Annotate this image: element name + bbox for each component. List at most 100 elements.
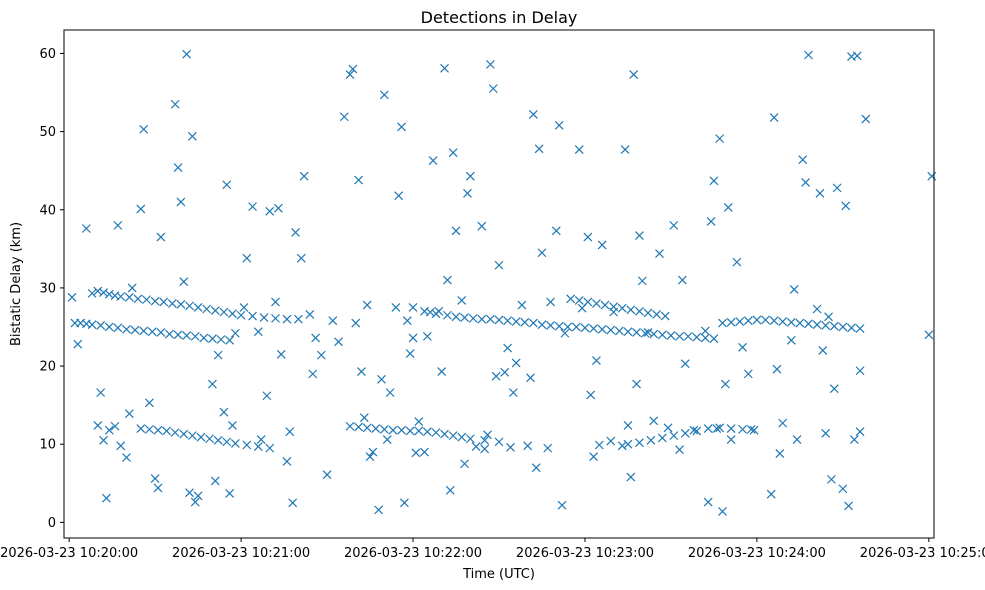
data-point <box>703 424 713 434</box>
data-point <box>746 424 756 434</box>
data-point <box>680 428 690 438</box>
data-point <box>445 485 455 495</box>
data-point <box>480 435 490 445</box>
data-point <box>402 316 412 326</box>
data-point <box>660 311 670 321</box>
data-point <box>726 317 736 327</box>
data-point <box>769 316 779 326</box>
data-point <box>465 171 475 181</box>
data-point <box>769 113 779 122</box>
data-point <box>571 322 581 332</box>
x-tick-label: 2026-03-23 10:20:00 <box>0 546 138 561</box>
data-point <box>617 303 627 313</box>
data-point <box>133 294 143 304</box>
data-point <box>156 328 166 337</box>
data-point <box>715 134 725 144</box>
data-point <box>397 122 406 132</box>
data-point <box>139 326 149 336</box>
data-point <box>242 253 252 263</box>
data-point <box>210 306 220 315</box>
data-point <box>139 124 149 134</box>
data-point <box>523 441 533 451</box>
data-point <box>743 316 753 326</box>
data-point <box>170 428 180 437</box>
data-point <box>414 417 424 426</box>
data-point <box>374 505 384 515</box>
data-point <box>144 398 154 408</box>
data-point <box>675 445 684 455</box>
data-point <box>159 297 169 307</box>
data-point <box>308 369 318 379</box>
data-point <box>709 334 719 344</box>
x-tick-label: 2026-03-23 10:21:00 <box>172 546 310 561</box>
data-point <box>122 453 131 462</box>
data-point <box>829 321 839 331</box>
data-point <box>804 319 813 329</box>
data-point <box>680 359 690 369</box>
data-point <box>563 322 573 332</box>
data-point <box>652 310 662 319</box>
data-point <box>520 317 530 327</box>
data-point <box>675 331 684 341</box>
data-point <box>718 318 727 328</box>
data-point <box>193 491 203 501</box>
data-point <box>451 226 461 236</box>
data-point <box>592 299 601 308</box>
y-tick-label: 60 <box>39 47 56 62</box>
data-point <box>726 435 736 444</box>
y-axis-ticks: 0 10 20 30 40 50 60 <box>39 47 64 531</box>
data-point <box>735 317 745 326</box>
data-point <box>640 328 650 338</box>
data-point <box>296 253 306 263</box>
data-point <box>526 373 535 383</box>
data-point <box>210 476 220 486</box>
data-point <box>485 314 495 324</box>
data-point <box>677 275 687 285</box>
data-point <box>609 307 619 317</box>
data-point <box>104 425 114 435</box>
data-point <box>101 493 111 503</box>
data-point <box>574 145 584 154</box>
data-point <box>216 335 226 344</box>
data-point <box>182 49 192 59</box>
data-point <box>408 303 418 312</box>
data-point <box>749 425 759 435</box>
data-point <box>600 300 610 310</box>
data-point <box>265 206 275 216</box>
data-point <box>468 313 478 323</box>
data-point <box>96 388 106 398</box>
data-point <box>228 421 237 430</box>
data-point <box>130 325 140 335</box>
data-point <box>348 64 358 74</box>
data-point <box>156 232 166 242</box>
data-point <box>460 313 470 323</box>
data-point <box>104 289 114 299</box>
data-point <box>431 428 441 437</box>
data-point <box>574 295 584 305</box>
data-point <box>712 424 722 434</box>
data-point <box>225 489 235 498</box>
data-point <box>239 303 249 312</box>
data-point <box>434 306 444 316</box>
data-point <box>463 188 472 198</box>
data-point <box>557 500 567 510</box>
data-point <box>832 183 842 193</box>
data-point <box>786 335 796 345</box>
data-point <box>655 249 664 258</box>
data-point <box>634 438 644 448</box>
data-point <box>365 452 375 462</box>
data-point <box>723 202 733 212</box>
data-point <box>362 300 372 310</box>
data-point <box>150 296 160 306</box>
data-point <box>440 63 449 73</box>
data-point <box>265 443 275 453</box>
data-point <box>196 432 206 442</box>
data-point <box>778 317 788 326</box>
data-point <box>597 240 607 250</box>
data-point <box>385 388 395 398</box>
data-point <box>442 310 452 320</box>
data-point <box>821 428 831 438</box>
data-point <box>448 148 458 158</box>
data-point <box>345 70 355 79</box>
data-point <box>127 283 137 293</box>
